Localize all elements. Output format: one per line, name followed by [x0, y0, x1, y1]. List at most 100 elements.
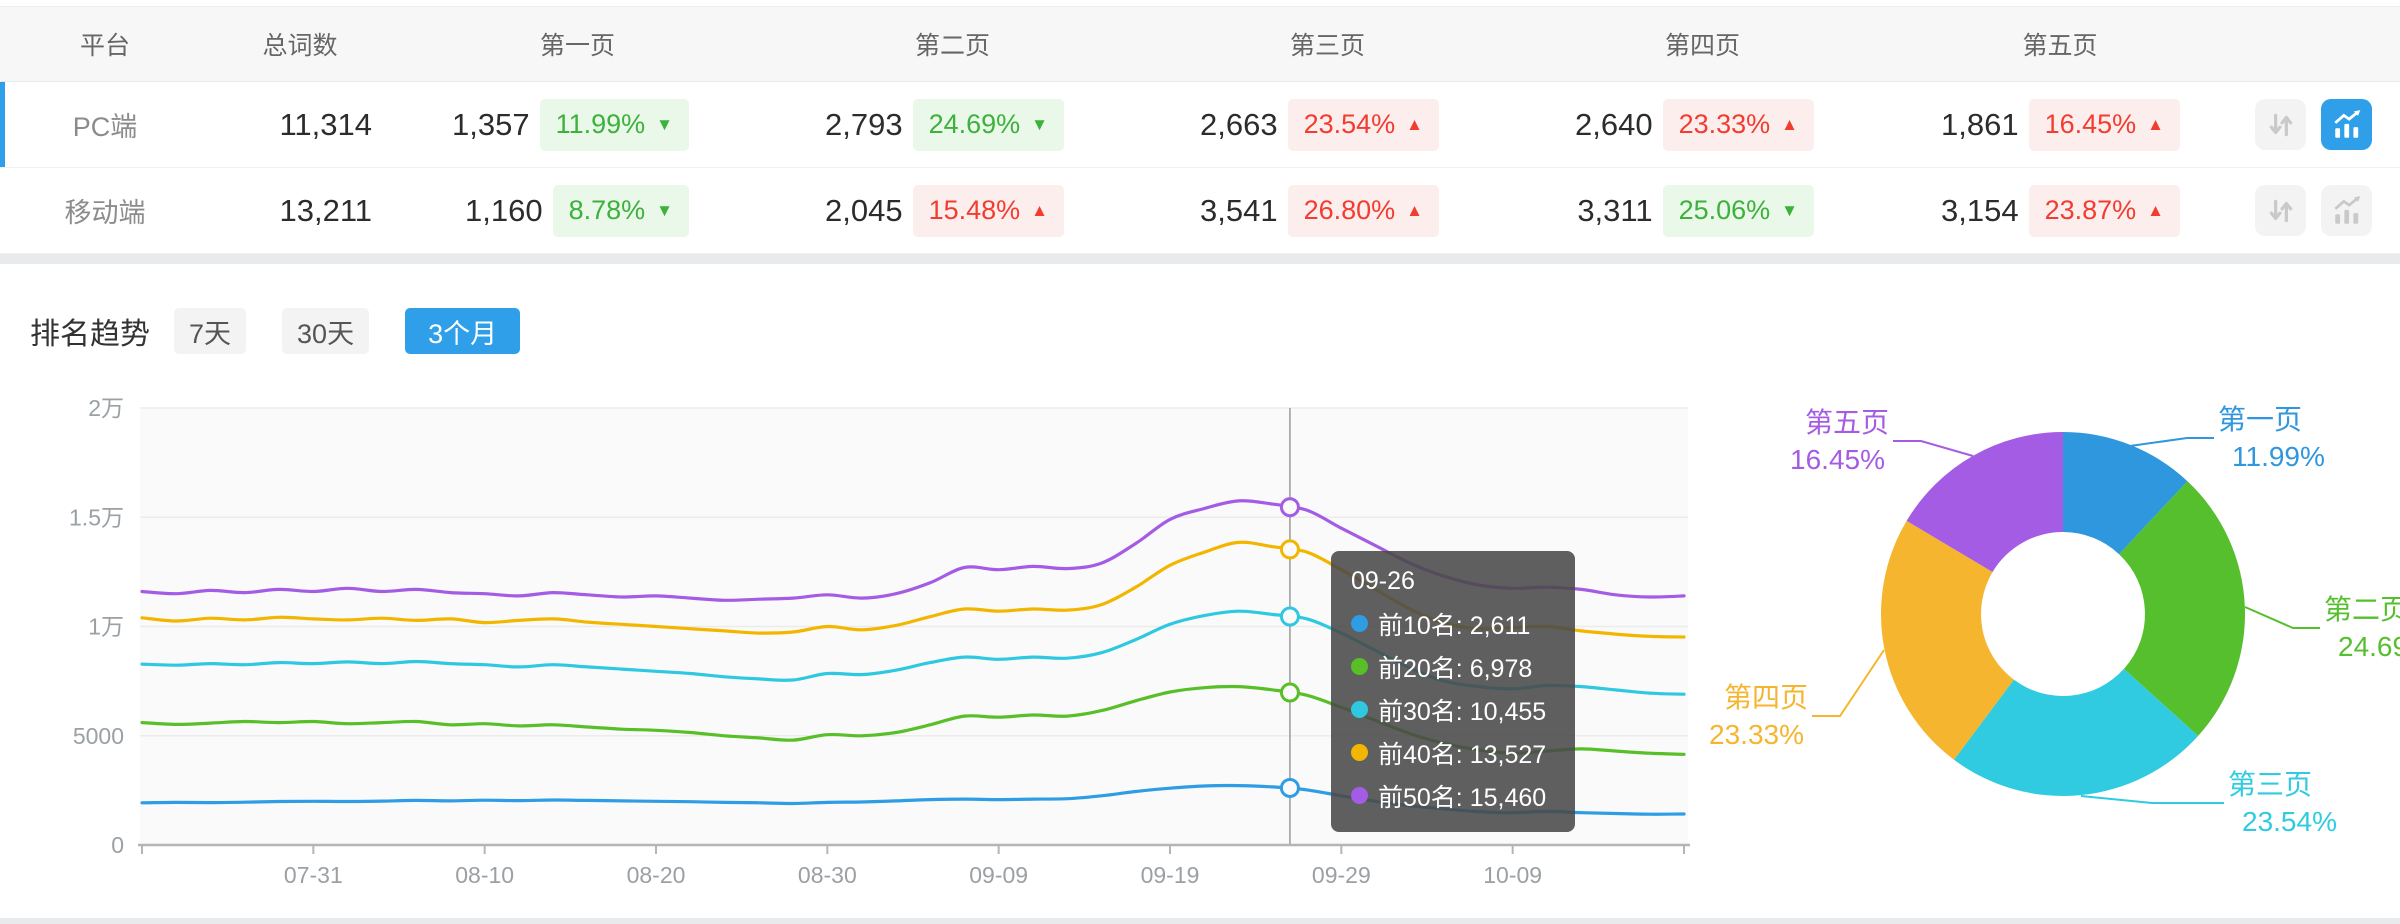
y-axis-label: 2万	[88, 395, 124, 421]
donut-label-pct: 16.45%	[1790, 444, 1885, 475]
sort-arrows-icon	[2269, 113, 2292, 136]
donut-label-name: 第三页	[2228, 769, 2313, 800]
tooltip-item-text: 前40名: 13,527	[1378, 740, 1547, 769]
col-header-page2: 第二页	[914, 32, 990, 60]
table-row-mobile[interactable]: 移动端 13,211 1,160 8.78% ▼ 2,045 15.48% ▲ 3,54…	[0, 168, 2400, 254]
col-header-page4: 第四页	[1664, 32, 1740, 60]
trend-arrow-icon: ▲	[1406, 114, 1423, 134]
trend-tooltip: 09-26 前10名: 2,611 前20名: 6,978 前30名: 10,455…	[1331, 551, 1575, 832]
page3-change-pct: 26.80%	[1303, 195, 1396, 225]
donut-label-line-page2	[2244, 606, 2320, 629]
page4-count: 2,640	[1575, 106, 1653, 142]
trend-arrow-icon: ▼	[656, 200, 673, 220]
x-axis-label: 08-10	[455, 862, 514, 888]
page1-count: 1,357	[452, 106, 530, 142]
crosshair-marker-top20	[1279, 682, 1300, 703]
y-axis-label: 0	[111, 832, 124, 858]
trend-chart-button[interactable]	[2321, 99, 2372, 150]
donut-label-pct: 23.54%	[2242, 806, 2337, 837]
tooltip-item-text: 前20名: 6,978	[1378, 654, 1533, 683]
page3-count: 2,663	[1200, 106, 1278, 142]
period-tabs: 7天 30天 3个月	[174, 308, 521, 354]
tooltip-item-top10: 前10名: 2,611	[1347, 602, 1557, 645]
page4-change-pct: 25.06%	[1678, 195, 1771, 225]
donut-label-name: 第五页	[1804, 407, 1889, 438]
rank-summary-table: 平台 总词数 第一页 第二页 第三页 第四页 第五页 PC端 11,314 1,…	[0, 0, 2400, 254]
y-axis-label: 1.5万	[69, 504, 124, 530]
trend-header: 排名趋势 7天 30天 3个月	[30, 308, 521, 354]
rank-trend-card: 排名趋势 7天 30天 3个月 爱站网 050001万1.5万2万07-3108…	[0, 264, 2400, 918]
tab-3-months[interactable]: 3个月	[405, 308, 521, 354]
page1-change-badge: 8.78% ▼	[552, 184, 689, 237]
trend-arrow-icon: ▼	[656, 114, 673, 134]
trend-chart-button[interactable]	[2321, 185, 2372, 236]
series-dot-icon	[1351, 701, 1368, 718]
col-header-page3: 第三页	[1289, 32, 1365, 60]
series-dot-icon	[1351, 658, 1368, 675]
trend-arrow-icon: ▼	[1031, 114, 1048, 134]
col-header-page5: 第五页	[2022, 32, 2098, 60]
donut-label-page2: 第二页 24.69%	[2324, 591, 2400, 665]
tab-7-days[interactable]: 7天	[174, 308, 247, 354]
page2-change-badge: 15.48% ▲	[912, 184, 1064, 237]
sort-arrows-icon	[2269, 199, 2292, 222]
trend-chart-icon	[2333, 109, 2360, 138]
donut-label-line-page3	[2080, 795, 2224, 804]
trend-arrow-icon: ▲	[1031, 200, 1048, 220]
page3-change-pct: 23.54%	[1303, 109, 1396, 139]
tooltip-item-top50: 前50名: 15,460	[1347, 774, 1557, 817]
x-axis-label: 10-09	[1483, 862, 1542, 888]
x-axis-label: 08-20	[627, 862, 686, 888]
table-header-row: 平台 总词数 第一页 第二页 第三页 第四页 第五页	[0, 6, 2400, 82]
page5-count: 1,861	[1941, 106, 2019, 142]
crosshair-marker-top40	[1279, 539, 1300, 560]
page1-count: 1,160	[465, 192, 543, 228]
tooltip-item-top20: 前20名: 6,978	[1347, 645, 1557, 688]
page3-change-badge: 23.54% ▲	[1287, 98, 1439, 151]
page2-change-pct: 15.48%	[928, 195, 1021, 225]
x-axis-label: 09-09	[969, 862, 1028, 888]
donut-label-page1: 第一页 11.99%	[2218, 401, 2325, 475]
page4-change-badge: 25.06% ▼	[1662, 184, 1814, 237]
trend-title: 排名趋势	[30, 318, 150, 351]
donut-label-pct: 23.33%	[1709, 719, 1804, 750]
platform-label: PC端	[72, 112, 138, 142]
donut-slice-page2	[2119, 481, 2246, 736]
donut-slice-page3	[1953, 668, 2199, 797]
page2-change-pct: 24.69%	[928, 109, 1021, 139]
page5-count: 3,154	[1941, 192, 2019, 228]
donut-label-name: 第二页	[2324, 594, 2400, 625]
donut-label-pct: 24.69%	[2338, 631, 2400, 662]
trend-arrow-icon: ▲	[1406, 200, 1423, 220]
tooltip-item-text: 前50名: 15,460	[1378, 783, 1547, 812]
donut-label-page3: 第三页 23.54%	[2228, 766, 2337, 840]
page4-change-pct: 23.33%	[1678, 109, 1771, 139]
platform-label: 移动端	[64, 198, 146, 228]
y-axis-label: 1万	[88, 614, 124, 640]
series-dot-icon	[1351, 615, 1368, 632]
col-header-page1: 第一页	[539, 32, 615, 60]
tooltip-item-top30: 前30名: 10,455	[1347, 688, 1557, 731]
tab-30-days[interactable]: 30天	[282, 308, 370, 354]
donut-label-page5: 第五页 16.45%	[1790, 404, 1889, 478]
sort-button[interactable]	[2255, 185, 2306, 236]
page5-change-pct: 16.45%	[2044, 109, 2137, 139]
x-axis-label: 07-31	[284, 862, 343, 888]
page1-change-pct: 11.99%	[555, 109, 646, 139]
x-axis-label: 08-30	[798, 862, 857, 888]
page5-change-badge: 23.87% ▲	[2028, 184, 2180, 237]
donut-label-line-page5	[1893, 440, 1974, 457]
col-header-platform: 平台	[79, 32, 130, 60]
y-axis-label: 5000	[73, 723, 124, 749]
tooltip-item-text: 前30名: 10,455	[1378, 697, 1547, 726]
donut-slice-page1	[2063, 432, 2188, 555]
donut-label-line-page4	[1812, 649, 1885, 717]
table-row-pc[interactable]: PC端 11,314 1,357 11.99% ▼ 2,793 24.69% ▼ 2,6…	[0, 82, 2400, 168]
tooltip-item-text: 前10名: 2,611	[1378, 611, 1531, 640]
total-words-value: 13,211	[279, 192, 372, 228]
page4-change-badge: 23.33% ▲	[1662, 98, 1814, 151]
sort-button[interactable]	[2255, 99, 2306, 150]
page4-count: 3,311	[1577, 192, 1653, 228]
donut-label-name: 第四页	[1723, 682, 1808, 713]
crosshair-marker-top30	[1279, 606, 1300, 627]
